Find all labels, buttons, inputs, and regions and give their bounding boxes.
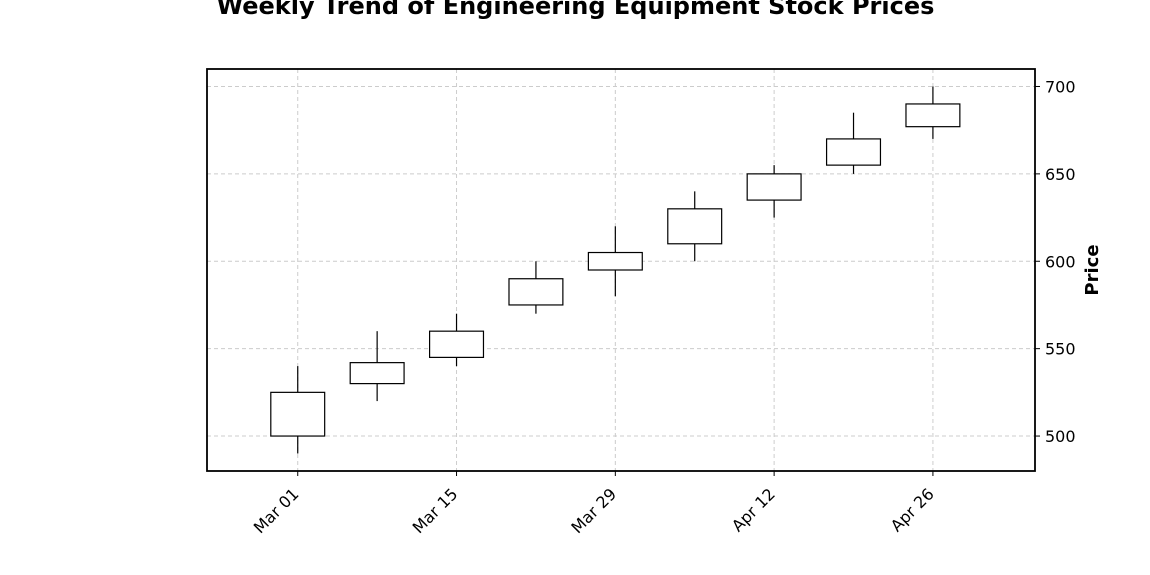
- x-tick-label: Apr 12: [728, 484, 779, 535]
- y-tick-label: 650: [1045, 165, 1076, 184]
- candle: [746, 165, 802, 218]
- x-tick-label: Mar 01: [250, 484, 303, 537]
- candle-body: [428, 330, 485, 358]
- x-axis: Mar 01 Mar 15 Mar 29 Apr 12 Apr 26: [250, 471, 938, 537]
- plot-frame: [206, 68, 1036, 472]
- candle-body: [270, 391, 326, 437]
- candle-body: [587, 251, 643, 271]
- y-tick-label: 500: [1045, 427, 1076, 446]
- candle: [508, 261, 564, 314]
- x-tick-label: Apr 26: [887, 484, 938, 535]
- candle: [825, 112, 882, 174]
- candle-body: [746, 173, 802, 201]
- candle: [349, 331, 405, 402]
- y-axis-label: Price: [1082, 244, 1103, 295]
- y-tick-label: 550: [1045, 340, 1076, 359]
- candle: [587, 226, 643, 297]
- candle-body: [667, 208, 723, 245]
- y-axis: 500 550 600 650 700: [1035, 77, 1076, 446]
- candle-body: [825, 138, 882, 166]
- y-tick-label: 600: [1045, 252, 1076, 271]
- candle: [667, 191, 723, 262]
- chart-title: Weekly Trend of Engineering Equipment St…: [216, 0, 935, 20]
- y-tick-label: 700: [1045, 77, 1076, 96]
- candles: [270, 86, 961, 454]
- candle: [270, 366, 326, 454]
- candle-body: [905, 103, 961, 128]
- candle-body: [349, 362, 405, 385]
- candle: [905, 86, 961, 139]
- candle-body: [508, 278, 564, 306]
- x-tick-label: Mar 15: [409, 484, 462, 537]
- x-tick-label: Mar 29: [567, 484, 620, 537]
- candle: [428, 313, 485, 367]
